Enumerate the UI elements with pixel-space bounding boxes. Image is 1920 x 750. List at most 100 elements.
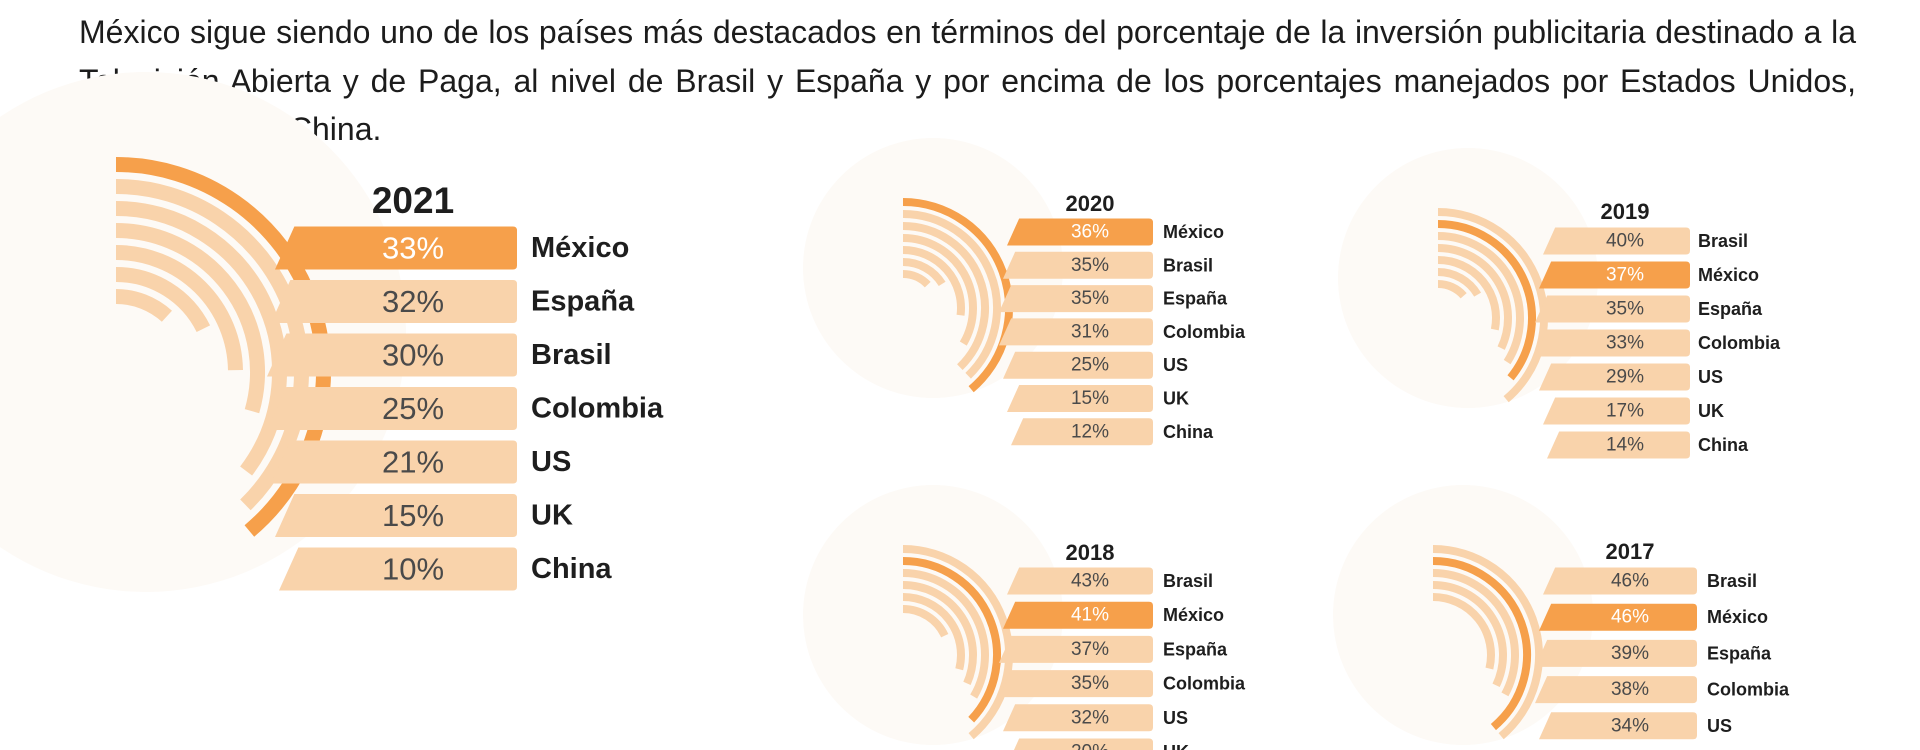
arc-colombia	[1432, 581, 1507, 688]
arc-brasil	[1437, 208, 1548, 403]
arc-colombia	[902, 234, 977, 346]
arc-espana	[1437, 232, 1524, 365]
category-label-us: US	[531, 446, 571, 478]
value-label-colombia: 31%	[1071, 321, 1109, 342]
bar-espana	[999, 635, 1153, 663]
value-label-us: 21%	[382, 445, 444, 480]
bar-colombia	[1535, 329, 1690, 357]
category-label-mexico: México	[531, 232, 629, 264]
value-label-mexico: 41%	[1071, 605, 1109, 626]
arc-uk	[1437, 268, 1482, 297]
arc-us	[902, 246, 965, 316]
bar-mexico	[1007, 218, 1153, 246]
arc-series	[902, 198, 1013, 393]
bar-us	[271, 440, 517, 484]
category-label-china: China	[1698, 435, 1749, 455]
chart-title: 2019	[1601, 199, 1650, 224]
value-label-brasil: 30%	[382, 338, 444, 373]
category-label-espana: España	[531, 286, 635, 318]
chart-title: 2021	[372, 180, 454, 221]
value-label-mexico: 46%	[1611, 607, 1649, 628]
arc-brasil	[902, 210, 1001, 379]
bar-brasil	[267, 333, 517, 377]
value-label-brasil: 46%	[1611, 571, 1649, 592]
value-label-china: 10%	[382, 552, 444, 587]
bar-us	[1003, 704, 1153, 732]
arc-espana	[1432, 569, 1519, 697]
category-label-us: US	[1163, 355, 1188, 375]
chart-2018: 2018 43% Brasil 41% México 37% España 35% Colomb…	[803, 485, 1246, 750]
bar-espana	[1535, 295, 1690, 323]
value-label-espana: 32%	[382, 284, 444, 319]
value-label-uk: 15%	[1071, 388, 1109, 409]
value-label-china: 14%	[1606, 435, 1644, 456]
arc-china	[902, 270, 931, 288]
category-label-uk: UK	[1163, 742, 1189, 750]
arc-series	[1432, 545, 1543, 740]
bar-us	[1539, 712, 1697, 740]
bar-espana	[1535, 639, 1697, 667]
value-label-mexico: 36%	[1071, 222, 1109, 243]
arc-uk	[902, 258, 946, 287]
value-label-espana: 35%	[1606, 299, 1644, 320]
bar-colombia	[999, 670, 1153, 698]
category-label-brasil: Brasil	[531, 339, 612, 371]
bar-mexico	[1539, 603, 1697, 631]
arc-us	[1437, 256, 1500, 331]
category-label-espana: España	[1698, 299, 1763, 319]
chart-title: 2018	[1066, 540, 1115, 565]
arc-mexico	[902, 557, 1001, 723]
category-label-colombia: Colombia	[1698, 333, 1781, 353]
arc-espana	[902, 222, 989, 370]
arc-uk	[902, 605, 949, 638]
bar-espana	[271, 280, 517, 323]
bar-china	[279, 547, 517, 591]
value-label-uk: 15%	[382, 498, 444, 533]
value-label-brasil: 35%	[1071, 255, 1109, 276]
bar-colombia	[999, 318, 1153, 346]
category-label-uk: UK	[1698, 401, 1724, 421]
arc-us	[115, 245, 243, 371]
arc-colombia	[902, 581, 977, 686]
chart-title: 2017	[1606, 539, 1655, 564]
value-label-us: 32%	[1071, 707, 1109, 728]
value-label-espana: 35%	[1071, 288, 1109, 309]
bar-uk	[1007, 385, 1153, 412]
category-label-china: China	[531, 553, 612, 585]
category-label-colombia: Colombia	[1707, 680, 1790, 700]
value-label-uk: 20%	[1071, 742, 1109, 750]
category-label-mexico: México	[1163, 222, 1224, 242]
value-label-us: 25%	[1071, 355, 1109, 376]
chart-2020: 2020 36% México 35% Brasil 35% España 31% Colomb…	[803, 138, 1246, 446]
arc-brasil	[902, 545, 1013, 740]
arc-china	[115, 289, 172, 322]
bar-brasil	[1007, 567, 1153, 595]
value-label-china: 12%	[1071, 421, 1109, 442]
category-label-mexico: México	[1707, 607, 1768, 627]
bar-china	[1547, 431, 1690, 459]
category-label-us: US	[1707, 716, 1732, 736]
intro-paragraph: México sigue siendo uno de los países má…	[79, 14, 1856, 147]
chart-background	[1333, 485, 1593, 745]
category-label-espana: España	[1707, 643, 1772, 663]
arc-colombia	[115, 223, 265, 414]
arc-brasil	[1432, 545, 1543, 740]
category-label-brasil: Brasil	[1163, 255, 1213, 275]
value-label-colombia: 38%	[1611, 679, 1649, 700]
arc-mexico	[1432, 557, 1531, 731]
category-label-us: US	[1698, 367, 1723, 387]
value-label-colombia: 35%	[1071, 673, 1109, 694]
arc-us	[1432, 593, 1495, 670]
value-label-uk: 17%	[1606, 401, 1644, 422]
value-label-brasil: 43%	[1071, 571, 1109, 592]
value-label-espana: 39%	[1611, 643, 1649, 664]
bar-espana	[999, 285, 1153, 313]
category-label-uk: UK	[531, 500, 573, 532]
arc-series	[902, 545, 1013, 740]
arc-china	[1437, 280, 1467, 299]
category-label-mexico: México	[1163, 605, 1224, 625]
value-label-us: 34%	[1611, 715, 1649, 736]
category-label-us: US	[1163, 708, 1188, 728]
arc-us	[902, 593, 965, 671]
